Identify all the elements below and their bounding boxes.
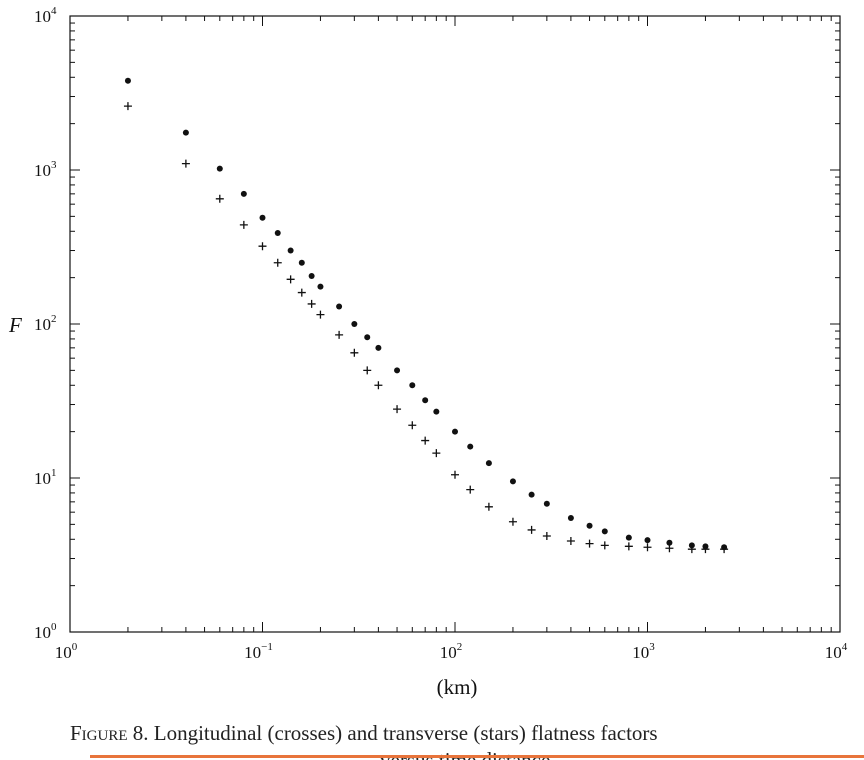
cross-point: [720, 545, 729, 554]
cross-point: [585, 539, 594, 548]
star-point: [394, 367, 401, 374]
caption-text: 8. Longitudinal (crosses) and transverse…: [127, 721, 658, 745]
star-point: [586, 522, 593, 529]
star-point: [375, 344, 382, 351]
cross-point: [527, 525, 536, 534]
cross-point: [215, 194, 224, 203]
cross-point: [273, 258, 282, 267]
star-point: [543, 500, 550, 507]
cross-point: [451, 470, 459, 479]
star-point: [317, 283, 324, 290]
cross-point: [665, 544, 674, 553]
cross-point: [624, 542, 633, 551]
cross-point: [484, 502, 493, 511]
star-point: [509, 478, 516, 485]
cross-point: [181, 159, 190, 168]
series-stars: [124, 77, 728, 551]
star-point: [351, 321, 358, 327]
data-points: [123, 77, 729, 554]
star-point: [422, 397, 429, 404]
star-point: [182, 129, 189, 136]
accent-rule: [90, 755, 864, 758]
y-tick-label: 102: [34, 313, 57, 334]
x-tick-labels: 100 10−1 102 103 104: [55, 641, 848, 662]
cross-point: [466, 485, 475, 494]
y-tick-label: 101: [34, 467, 57, 488]
star-point: [528, 491, 535, 498]
cross-point: [316, 310, 325, 319]
cross-point: [297, 288, 306, 297]
cross-point: [307, 299, 316, 308]
figure-caption: Figure 8. Longitudinal (crosses) and tra…: [70, 721, 860, 746]
cross-point: [350, 348, 359, 357]
y-tick-label: 103: [34, 159, 57, 180]
cross-point: [421, 436, 430, 445]
cross-point: [123, 102, 132, 111]
cross-point: [432, 449, 441, 458]
cross-point: [566, 536, 575, 545]
x-axis-label: (km): [437, 675, 478, 699]
cross-point: [408, 421, 417, 430]
star-point: [485, 460, 492, 467]
star-point: [567, 514, 574, 521]
cross-point: [239, 220, 248, 229]
star-point: [336, 303, 343, 310]
axis-ticks: [69, 15, 841, 633]
plot-frame: [69, 15, 841, 633]
caption-second-line: versus time distance: [380, 748, 551, 760]
y-tick-label: 100: [34, 621, 57, 642]
star-point: [308, 272, 315, 279]
star-point: [124, 77, 131, 84]
cross-point: [687, 545, 696, 554]
cross-point: [258, 242, 267, 251]
cross-point: [643, 543, 652, 552]
star-point: [644, 537, 651, 544]
cross-point: [542, 532, 551, 541]
star-point: [452, 428, 458, 435]
star-point: [274, 229, 281, 236]
x-tick-label: 103: [632, 641, 655, 662]
x-tick-label: 100: [55, 641, 78, 662]
star-point: [216, 165, 223, 172]
x-tick-label: 10−1: [244, 641, 273, 662]
cross-point: [508, 517, 517, 526]
cross-point: [393, 405, 402, 414]
star-point: [240, 190, 247, 197]
y-tick-labels: 100 101 102 103 104: [34, 5, 57, 642]
caption-prefix: Figure: [70, 721, 128, 745]
cross-point: [374, 381, 383, 390]
cross-point: [600, 541, 609, 550]
star-point: [409, 382, 416, 389]
star-point: [364, 334, 371, 341]
star-point: [601, 528, 608, 535]
star-point: [433, 408, 440, 415]
star-point: [625, 534, 632, 541]
cross-point: [363, 366, 372, 375]
cross-point: [286, 275, 295, 284]
star-point: [298, 259, 305, 266]
y-tick-label: 104: [34, 5, 57, 26]
star-point: [259, 214, 266, 221]
x-tick-label: 102: [440, 641, 463, 662]
cross-point: [335, 330, 344, 339]
series-crosses: [123, 102, 729, 554]
star-point: [287, 247, 294, 254]
cross-point: [701, 545, 710, 554]
x-tick-label: 104: [825, 641, 848, 662]
star-point: [666, 539, 673, 546]
y-axis-label: F: [8, 313, 22, 337]
star-point: [467, 443, 474, 450]
flatness-factor-chart: 100 10−1 102 103 104 100 101 102 103 104 (km) F: [8, 5, 848, 699]
